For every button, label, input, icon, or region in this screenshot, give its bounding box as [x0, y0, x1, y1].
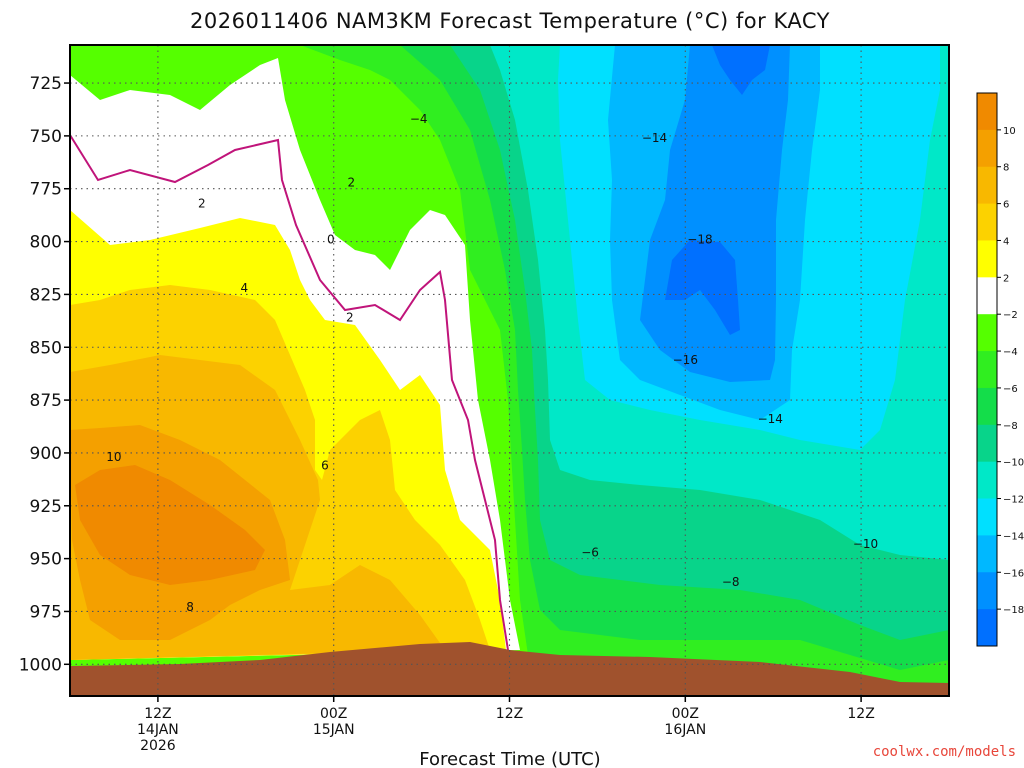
contour-label: −14	[758, 412, 783, 426]
colorbar-swatch	[977, 203, 997, 241]
x-tick-label: 00Z	[320, 706, 347, 722]
contour-label: 8	[186, 600, 194, 614]
y-tick-label: 925	[30, 497, 62, 517]
contour-labels: −4 2 2 0 4 2 −14 −18 −16 −14 10 6 −6 −10 −8 8	[106, 112, 878, 614]
colorbar-label: −2	[1003, 310, 1018, 321]
grid-lines	[70, 45, 949, 696]
colorbar-frame	[976, 92, 998, 647]
y-tick-label: 825	[30, 285, 62, 305]
colorbar-label: −14	[1003, 531, 1024, 542]
colorbar-swatch	[977, 387, 997, 426]
contour-label: 10	[106, 450, 121, 464]
colorbar-swatch	[977, 129, 997, 168]
colorbar-label: −8	[1003, 421, 1018, 432]
colorbar-label: 8	[1003, 163, 1009, 174]
y-tick-label: 950	[30, 550, 62, 570]
colorbar-swatch	[977, 277, 997, 315]
y-tick-label: 850	[30, 338, 62, 358]
colorbar-label: −16	[1003, 568, 1024, 579]
y-tick-label: 1000	[19, 655, 62, 675]
x-tick-label: 12Z	[496, 706, 523, 722]
plot-area	[70, 45, 949, 696]
y-tick-label: 800	[30, 233, 62, 253]
colorbar-label: −12	[1003, 495, 1024, 506]
colorbar-label: −18	[1003, 605, 1024, 616]
contour-label: 6	[321, 459, 329, 473]
colorbar-swatch	[977, 535, 997, 573]
x-tick-date-label: 2026	[140, 738, 176, 754]
x-tick-label: 00Z	[672, 706, 699, 722]
colorbar-swatch	[977, 314, 997, 352]
contour-label: 0	[327, 232, 335, 246]
y-tick-label: 725	[30, 74, 62, 94]
colorbar-label: −6	[1003, 384, 1018, 395]
y-tick-label: 975	[30, 602, 62, 622]
colorbar-label: 10	[1003, 126, 1016, 137]
zone-plus-10	[75, 465, 265, 585]
colorbar-swatch	[977, 93, 997, 131]
colorbar-swatch	[977, 166, 997, 205]
x-tick-date-label: 15JAN	[313, 722, 355, 738]
contour-label: 2	[346, 311, 354, 325]
colorbar-swatch	[977, 609, 997, 647]
contour-label: −14	[642, 131, 667, 145]
colorbar-label: −10	[1003, 458, 1024, 469]
chart-title: 2026011406 NAM3KM Forecast Temperature (…	[190, 9, 830, 33]
contour-label: −6	[581, 545, 599, 559]
colorbar-swatch	[977, 572, 997, 610]
colorbar-label: 6	[1003, 200, 1009, 211]
colorbar-swatch	[977, 498, 997, 536]
contour-label: 2	[347, 175, 355, 189]
x-tick-label: 12Z	[144, 706, 171, 722]
colorbar-swatch	[977, 461, 997, 500]
y-tick-label: 775	[30, 180, 62, 200]
credit-text: coolwx.com/models	[873, 744, 1016, 760]
contour-label: −4	[410, 112, 428, 126]
zone-minus-18-top	[712, 45, 770, 95]
colorbar-swatch	[977, 240, 997, 278]
contour-label: −18	[687, 232, 712, 246]
contour-label: 2	[198, 197, 206, 211]
colorbar: 10 8 6 4 2 −2 −4 −6 −8 −10 −12 −14 −16 −18	[976, 92, 1024, 647]
contour-label: −10	[853, 537, 878, 551]
zone-minus-18	[665, 240, 740, 335]
ground-terrain	[70, 642, 949, 696]
colorbar-label: −4	[1003, 347, 1018, 358]
zero-isotherm	[70, 134, 509, 651]
contour-label: 4	[241, 281, 249, 295]
colorbar-label: 2	[1003, 273, 1009, 284]
y-tick-label: 900	[30, 444, 62, 464]
x-tick-date-label: 16JAN	[664, 722, 706, 738]
colorbar-swatch	[977, 351, 997, 389]
x-tick-label: 12Z	[847, 706, 874, 722]
colorbar-label: 4	[1003, 236, 1009, 247]
y-axis: 725 750 775 800 825 850 875 900 925 950 975 1000	[19, 74, 70, 675]
x-tick-date-label: 14JAN	[137, 722, 179, 738]
y-tick-label: 750	[30, 127, 62, 147]
y-tick-label: 875	[30, 391, 62, 411]
contour-label: −8	[722, 575, 740, 589]
x-axis-label: Forecast Time (UTC)	[419, 749, 600, 768]
colorbar-swatch	[977, 424, 997, 463]
contour-label: −16	[673, 353, 698, 367]
